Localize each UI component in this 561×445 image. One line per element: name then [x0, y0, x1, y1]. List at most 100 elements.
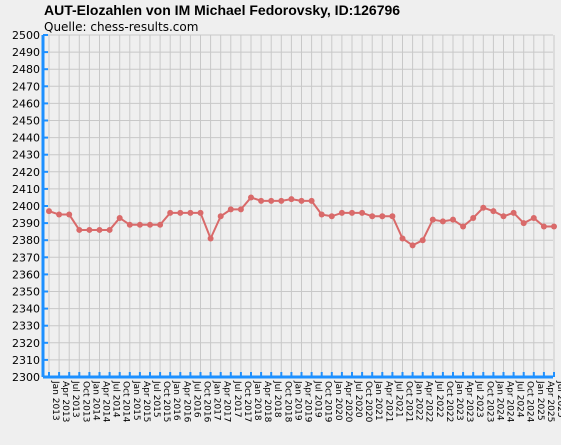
data-point — [409, 242, 416, 249]
y-tick-label: 2320 — [12, 337, 40, 350]
data-point — [551, 223, 557, 230]
data-point — [136, 221, 143, 228]
x-tick-label: Jan 2013 — [50, 380, 60, 421]
data-point — [429, 216, 436, 223]
x-tick-label: Apr 2017 — [222, 381, 232, 422]
x-tick-label: Oct 2023 — [484, 381, 494, 422]
y-tick-label: 2390 — [12, 217, 40, 230]
x-tick-label: Jul 2024 — [515, 380, 525, 418]
x-tick-label: Oct 2015 — [161, 381, 171, 422]
y-tick-label: 2480 — [12, 63, 40, 76]
y-tick-label: 2360 — [12, 268, 40, 281]
data-point — [86, 226, 93, 233]
x-tick-label: Apr 2014 — [101, 381, 111, 423]
data-point — [470, 214, 477, 221]
x-tick-label: Jul 2018 — [272, 380, 282, 418]
x-tick-label: Jul 2022 — [434, 380, 444, 418]
x-tick-label: Apr 2020 — [343, 381, 353, 423]
y-tick-label: 2500 — [12, 29, 40, 42]
x-tick-label: Jan 2024 — [494, 380, 504, 421]
data-point — [227, 206, 234, 213]
data-point — [96, 226, 103, 233]
data-point — [76, 226, 83, 233]
data-point — [318, 211, 325, 218]
y-axis-ticks: 2300 2310 2320 2330 2340 2350 2360 2370 2380 2390… — [12, 29, 40, 384]
y-tick-label: 2310 — [12, 354, 40, 367]
x-tick-label: Jul 2019 — [313, 380, 323, 418]
x-axis-ticks: Jan 2013 Apr 2013 Jul 2013 Oct 2013 Jan 2014… — [50, 380, 561, 423]
x-tick-label: Apr 2024 — [505, 381, 515, 423]
x-tick-label: Apr 2022 — [424, 381, 434, 422]
y-tick-label: 2430 — [12, 149, 40, 162]
x-tick-label: Jul 2017 — [232, 380, 242, 418]
data-point — [298, 197, 305, 204]
x-tick-label: Oct 2019 — [323, 381, 333, 423]
x-tick-label: Jan 2015 — [131, 380, 141, 421]
data-point — [187, 209, 194, 216]
x-tick-label: Oct 2013 — [80, 381, 90, 422]
data-point — [389, 213, 396, 220]
x-tick-label: Oct 2014 — [121, 381, 131, 423]
axes — [41, 34, 555, 379]
x-tick-label: Oct 2022 — [444, 381, 454, 422]
y-tick-label: 2400 — [12, 200, 40, 213]
data-point — [450, 216, 456, 223]
data-point — [278, 197, 285, 204]
data-point — [177, 209, 184, 216]
x-tick-label: Jan 2022 — [414, 380, 424, 421]
data-point — [460, 223, 467, 230]
x-tick-label: Apr 2019 — [303, 381, 313, 423]
data-point — [258, 197, 265, 204]
data-point — [248, 194, 254, 201]
chart-subtitle: Quelle: chess-results.com — [44, 20, 199, 34]
data-point — [510, 209, 517, 216]
y-tick-label: 2460 — [12, 97, 40, 110]
y-tick-label: 2340 — [12, 303, 40, 316]
x-tick-label: Jan 2019 — [292, 380, 302, 421]
x-tick-label: Oct 2016 — [202, 381, 212, 423]
grid — [43, 34, 555, 378]
x-tick-label: Jan 2018 — [252, 380, 262, 421]
x-tick-label: Oct 2024 — [525, 381, 535, 423]
x-tick-label: Jan 2016 — [171, 380, 181, 421]
x-tick-label: Apr 2015 — [141, 381, 151, 422]
x-tick-label: Apr 2013 — [60, 381, 70, 422]
data-point — [338, 209, 345, 216]
data-point — [197, 209, 204, 216]
chart-title: AUT-Elozahlen von IM Michael Fedorovsky,… — [44, 2, 401, 18]
data-point — [66, 211, 73, 218]
data-point — [328, 213, 335, 220]
y-tick-label: 2370 — [12, 251, 40, 264]
x-tick-label: Jul 2013 — [70, 380, 80, 418]
x-tick-label: Jul 2020 — [353, 380, 363, 418]
x-tick-label: Jul 2015 — [151, 380, 161, 418]
x-tick-label: Jan 2020 — [333, 380, 343, 421]
data-point — [520, 220, 527, 227]
x-tick-label: Jan 2014 — [90, 380, 100, 421]
data-point — [359, 209, 366, 216]
data-point — [439, 218, 446, 225]
data-point — [147, 221, 153, 228]
data-point — [157, 221, 164, 228]
y-tick-label: 2410 — [12, 183, 40, 196]
x-tick-label: Jul 2023 — [474, 380, 484, 418]
data-point — [500, 213, 507, 220]
data-point — [56, 211, 63, 218]
y-tick-label: 2300 — [12, 371, 40, 384]
data-point — [268, 197, 275, 204]
x-tick-label: Apr 2025 — [545, 381, 555, 422]
x-tick-label: Jan 2025 — [535, 380, 545, 421]
data-point — [490, 208, 497, 215]
data-point — [480, 204, 487, 211]
x-tick-label: Oct 2018 — [282, 381, 292, 423]
data-point — [308, 197, 315, 204]
x-tick-label: Jul 2016 — [191, 380, 201, 418]
data-point — [530, 214, 537, 221]
series-elo — [46, 194, 557, 249]
x-tick-label: Apr 2016 — [181, 381, 191, 423]
x-tick-label: Jul 2021 — [393, 380, 403, 418]
data-point — [369, 213, 376, 220]
data-point — [288, 196, 295, 203]
x-tick-label: Oct 2020 — [363, 381, 373, 423]
